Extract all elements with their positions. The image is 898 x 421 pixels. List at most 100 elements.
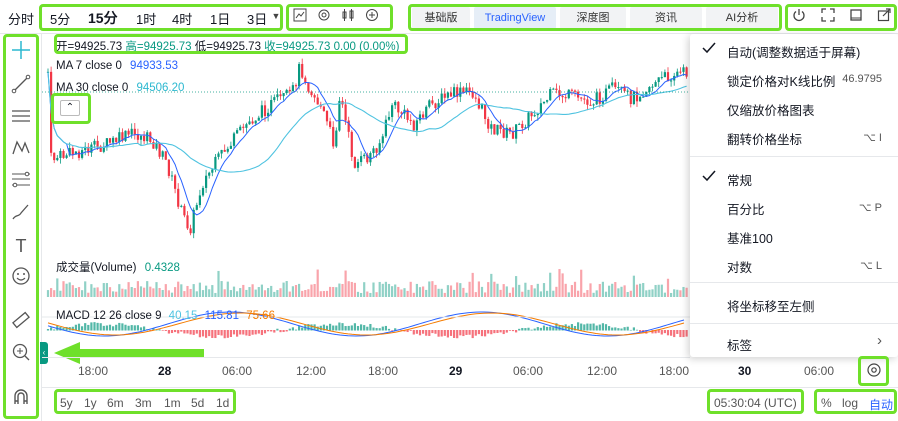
candlestick [670,80,673,82]
timeframe-5m[interactable]: 5分 [50,12,71,27]
menu-item-labels[interactable]: 标签 [727,339,753,353]
range-1d[interactable]: 1d [216,396,230,410]
power-icon[interactable] [791,8,807,24]
auto-scale-toggle[interactable]: 自动 [869,398,894,412]
macd-value-1: 40.15 [168,310,198,322]
timeframe-1h[interactable]: 1时 [136,12,157,27]
macd-histogram-bar [462,330,465,337]
text-tool-icon[interactable]: T [15,236,27,256]
volume-bar [118,284,121,297]
axis-settings-icon[interactable] [866,362,882,378]
macd-histogram-bar [316,326,319,331]
candlestick [682,67,685,72]
menu-separator [690,282,898,283]
volume-bar [236,291,239,297]
menu-item-invert-scale[interactable]: 翻转价格坐标 [727,133,803,147]
indicator-icon[interactable] [292,8,308,24]
macd-histogram-bar [87,324,90,331]
range-1y[interactable]: 1y [84,396,97,410]
candlestick [155,143,158,149]
macd-histogram-bar [515,330,518,333]
candlestick [344,104,347,121]
volume-bar [59,290,62,297]
share-icon[interactable] [876,8,892,24]
candlestick [133,128,136,135]
volume-bar [62,281,65,297]
tab-basic[interactable]: 基础版 [412,7,470,29]
timeframe-15m[interactable]: 15分 [88,10,118,26]
horizontal-lines-icon[interactable] [9,106,33,130]
zoom-in-icon[interactable] [9,342,33,366]
timeframe-4h[interactable]: 4时 [172,12,193,27]
settings-gear-icon[interactable] [316,8,332,24]
candlestick [158,143,161,157]
volume-bar [387,283,391,297]
pattern-tool-icon[interactable] [9,138,33,162]
range-6m[interactable]: 6m [107,396,124,410]
candlestick [353,157,356,168]
macd-histogram-bar [177,330,180,334]
utc-clock[interactable]: 05:30:04 (UTC) [714,396,797,410]
timeframe-fenshi[interactable]: 分时 [8,12,35,27]
range-1m[interactable]: 1m [164,396,181,410]
menu-item-lock-ratio[interactable]: 锁定价格对K线比例 [727,75,836,89]
timeframe-3d[interactable]: 3日 [247,12,268,27]
magnet-icon[interactable] [9,388,33,412]
candlestick [68,148,71,156]
layout-icon[interactable] [848,8,864,24]
candlestick [375,148,378,153]
fullscreen-icon[interactable] [820,8,836,24]
macd-histogram-bar [276,328,279,331]
emoji-icon[interactable] [9,266,33,290]
macd-histogram-bar [595,325,598,331]
brush-icon[interactable] [9,202,33,226]
volume-bar [158,287,161,297]
macd-histogram-bar [601,323,604,331]
log-scale-toggle[interactable]: log [842,396,859,410]
range-5y[interactable]: 5y [60,396,73,410]
ruler-icon[interactable] [9,310,33,334]
volume-bar [356,291,360,297]
macd-histogram-bar [322,324,325,331]
crosshair-icon[interactable] [9,40,33,64]
volume-bar [105,283,108,297]
time-axis[interactable] [42,357,690,385]
candle-type-icon[interactable] [340,8,356,24]
tab-ai-analysis[interactable]: AI分析 [706,7,778,29]
price-chart[interactable] [42,34,690,357]
menu-item-percent[interactable]: 百分比 [727,203,765,217]
candlestick [567,89,570,99]
fibonacci-icon[interactable] [9,170,33,194]
menu-item-auto[interactable]: 自动(调整数据适于屏幕) [727,46,861,60]
menu-item-logarithmic[interactable]: 对数 [727,261,753,275]
volume-bar [360,292,363,297]
macd-histogram-bar [267,330,270,332]
menu-item-scale-price-only[interactable]: 仅缩放价格图表 [727,104,815,118]
tab-depth-chart[interactable]: 深度图 [560,7,626,29]
volume-bar [487,282,490,297]
add-compare-icon[interactable] [364,8,380,24]
tab-news[interactable]: 资讯 [630,7,702,29]
collapse-toolbar-handle[interactable]: ‹ [40,342,48,364]
macd-histogram-bar [552,327,555,331]
range-5d[interactable]: 5d [191,396,205,410]
candlestick [391,105,394,117]
volume-bar [211,285,214,297]
menu-item-indexed-100[interactable]: 基准100 [727,232,773,246]
menu-item-regular[interactable]: 常规 [727,174,753,188]
candlestick [384,119,387,137]
collapse-legend-button[interactable]: ⌃ [60,100,80,116]
macd-histogram-bar [592,323,595,331]
candlestick [294,85,298,87]
volume-bar [68,282,71,297]
volume-bar [496,283,499,297]
percent-scale-toggle[interactable]: % [821,396,832,410]
candlestick [229,145,232,149]
tab-tradingview[interactable]: TradingView [474,7,556,29]
timeframe-1d[interactable]: 1日 [210,12,231,27]
check-icon [702,170,716,185]
timeframe-dropdown-icon[interactable]: ▼ [271,11,281,21]
range-3m[interactable]: 3m [135,396,152,410]
trend-line-icon[interactable] [9,74,33,98]
menu-item-move-scale-left[interactable]: 将坐标移至左侧 [727,300,815,314]
